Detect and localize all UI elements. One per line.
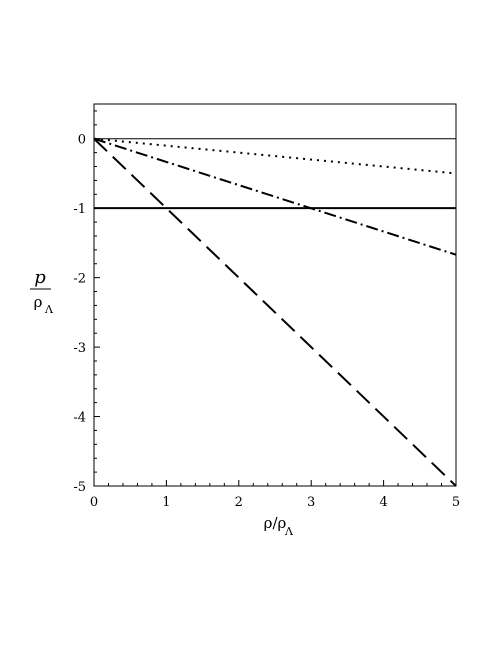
- y-axis-label-denominator-subscript: Λ: [44, 303, 54, 316]
- x-tick-label: 0: [90, 495, 98, 510]
- x-tick-label: 1: [162, 495, 170, 510]
- labels: p ρ Λ ρ/ρ Λ: [30, 267, 294, 538]
- y-tick-label: -1: [73, 202, 86, 217]
- y-tick-label: -3: [73, 341, 86, 356]
- y-tick-label: -4: [73, 411, 86, 426]
- series-line-dotted: [93, 137, 457, 175]
- y-tick-label: -2: [73, 272, 86, 287]
- x-axis-label: ρ/ρ: [264, 514, 287, 532]
- series-line-dashdot: [93, 137, 457, 256]
- series-group: [93, 137, 457, 487]
- y-tick-label: 0: [78, 133, 86, 148]
- y-axis-label-denominator: ρ: [34, 293, 43, 311]
- x-tick-label: 5: [452, 495, 460, 510]
- x-axis-label-subscript: Λ: [284, 525, 294, 538]
- plot-frame: [93, 103, 457, 487]
- series-line-dashed: [93, 138, 457, 487]
- x-tick-label: 2: [235, 495, 243, 510]
- axes: 0 -1 -2 -3 -4 -5 0 1 2 3 4 5: [73, 103, 460, 510]
- x-tick-label: 4: [379, 495, 387, 510]
- y-axis-label-numerator: p: [34, 267, 46, 288]
- x-tick-label: 3: [307, 495, 315, 510]
- y-tick-label: -5: [73, 480, 86, 495]
